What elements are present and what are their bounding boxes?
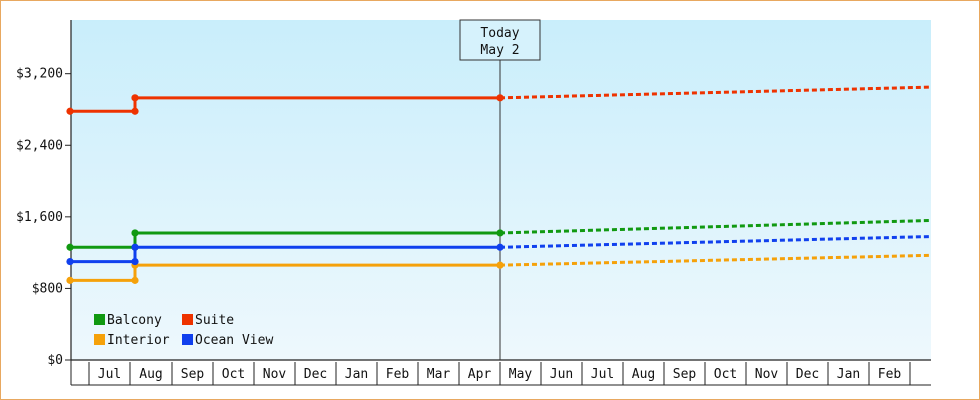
today-label: Today [480, 26, 519, 41]
legend-label: Ocean View [195, 333, 273, 348]
month-label: Sep [181, 367, 205, 382]
month-label: Jul [98, 367, 121, 382]
data-point [496, 229, 504, 237]
legend-swatch [182, 334, 193, 345]
month-label: Dec [796, 367, 819, 382]
month-label: Jan [837, 367, 860, 382]
month-label: Oct [222, 367, 245, 382]
month-label: Mar [427, 367, 451, 382]
today-date: May 2 [480, 43, 519, 58]
series-line [70, 263, 500, 282]
y-tick-label: $800 [32, 281, 63, 296]
month-label: Nov [263, 367, 287, 382]
data-point [496, 243, 504, 251]
month-band [71, 363, 931, 385]
month-label: Jan [345, 367, 368, 382]
month-label: Apr [468, 367, 492, 382]
series-line [70, 245, 500, 264]
month-label: Aug [139, 367, 162, 382]
data-point [131, 243, 139, 251]
legend-label: Interior [107, 333, 170, 348]
plot-area [71, 20, 931, 360]
y-tick-label: $0 [47, 353, 63, 368]
y-tick-label: $3,200 [16, 67, 63, 82]
series-line [70, 96, 500, 113]
month-label: Aug [632, 367, 655, 382]
data-point [66, 107, 74, 115]
month-label: May [509, 367, 533, 382]
month-label: Feb [386, 367, 410, 382]
month-label: Oct [714, 367, 737, 382]
legend-swatch [94, 334, 105, 345]
legend-label: Suite [195, 313, 234, 328]
month-label: Jul [591, 367, 614, 382]
data-point [496, 94, 504, 102]
data-point [496, 261, 504, 269]
data-point [131, 94, 139, 102]
month-label: Jun [550, 367, 573, 382]
y-tick-label: $1,600 [16, 210, 63, 225]
data-point [66, 257, 74, 266]
month-label: Nov [755, 367, 779, 382]
y-tick-label: $2,400 [16, 138, 63, 153]
month-label: Feb [878, 367, 902, 382]
legend-label: Balcony [107, 313, 162, 328]
data-point [131, 107, 139, 115]
month-label: Sep [673, 367, 697, 382]
series-line [70, 231, 500, 249]
month-label: Dec [304, 367, 327, 382]
data-point [131, 276, 139, 284]
data-point [66, 243, 74, 251]
legend-swatch [94, 314, 105, 325]
data-point [131, 257, 139, 266]
today-box [459, 19, 541, 61]
legend-swatch [182, 314, 193, 325]
data-point [66, 276, 74, 284]
data-point [131, 229, 139, 237]
